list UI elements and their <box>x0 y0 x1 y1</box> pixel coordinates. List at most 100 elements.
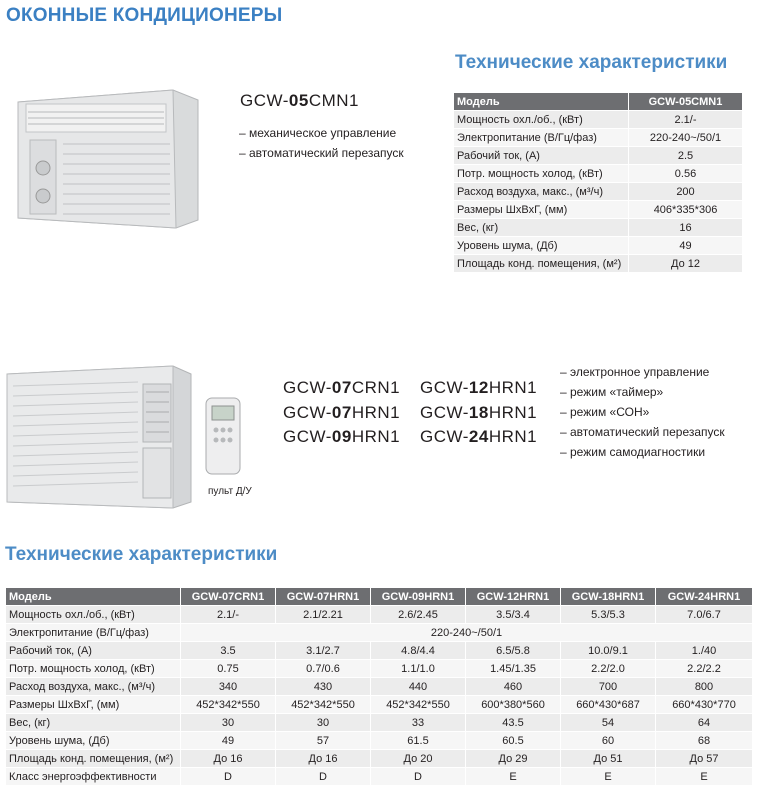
spec-table: Модель GCW-07CRN1 GCW-07HRN1 GCW-09HRN1 GCW-… <box>5 587 753 786</box>
table-row: Вес, (кг) 30 30 33 43.5 54 64 <box>5 713 753 732</box>
table-cell: 57 <box>275 731 371 750</box>
table-cell: 452*342*550 <box>370 695 466 714</box>
model-name: GCW-18HRN1 <box>420 403 537 423</box>
table-cell: 61.5 <box>370 731 466 750</box>
model-number: 18 <box>468 402 489 422</box>
table-cell: 2.1/2.21 <box>275 605 371 624</box>
model-name: GCW-24HRN1 <box>420 427 537 447</box>
row-label: Площадь конд. помещения, (м²) <box>453 254 629 273</box>
table-row: Уровень шума, (Дб) 49 57 61.5 60.5 60 68 <box>5 731 753 750</box>
row-label: Рабочий ток, (А) <box>5 641 181 660</box>
feature-list: – электронное управление – режим «таймер»… <box>560 362 725 462</box>
model-prefix: GCW- <box>240 91 289 110</box>
row-label: Рабочий ток, (А) <box>453 146 629 165</box>
feature-item: – режим «таймер» <box>560 385 664 399</box>
header-cell: GCW-05CMN1 <box>628 92 743 111</box>
table-cell: До 29 <box>465 749 561 768</box>
table-cell: 0.56 <box>628 164 743 183</box>
row-label: Вес, (кг) <box>453 218 629 237</box>
table-cell: D <box>180 767 276 786</box>
table-cell: 3.5/3.4 <box>465 605 561 624</box>
row-label: Мощность охл./об., (кВт) <box>453 110 629 129</box>
table-cell: 3.1/2.7 <box>275 641 371 660</box>
row-label: Мощность охл./об., (кВт) <box>5 605 181 624</box>
table-cell: 30 <box>275 713 371 732</box>
table-cell: 43.5 <box>465 713 561 732</box>
row-label: Расход воздуха, макс., (м³/ч) <box>5 677 181 696</box>
row-label: Электропитание (В/Гц/фаз) <box>5 623 181 642</box>
spec-title: Технические характеристики <box>455 52 728 73</box>
table-cell: До 20 <box>370 749 466 768</box>
table-cell: 220-240~/50/1 <box>180 623 753 642</box>
table-cell: 600*380*560 <box>465 695 561 714</box>
feature-item: – автоматический перезапуск <box>560 425 725 439</box>
table-row: Расход воздуха, макс., (м³/ч) 340 430 440 46… <box>5 677 753 696</box>
table-row: Размеры ШхВхГ, (мм) 406*335*306 <box>453 200 743 219</box>
table-cell: 660*430*770 <box>655 695 753 714</box>
table-cell: 6.5/5.8 <box>465 641 561 660</box>
remote-image <box>205 397 241 475</box>
header-cell: GCW-07CRN1 <box>180 587 276 606</box>
product-image <box>17 89 199 229</box>
table-cell: 460 <box>465 677 561 696</box>
table-row: Размеры ШхВхГ, (мм) 452*342*550 452*342*55… <box>5 695 753 714</box>
table-cell: 49 <box>180 731 276 750</box>
model-number: 07 <box>331 402 352 422</box>
spec-table-container: Модель GCW-05CMN1 Мощность охл./об., (кВт)… <box>453 92 743 273</box>
model-prefix: GCW- <box>283 378 332 397</box>
row-label: Вес, (кг) <box>5 713 181 732</box>
header-cell: GCW-12HRN1 <box>465 587 561 606</box>
table-cell: D <box>370 767 466 786</box>
table-cell: 1.45/1.35 <box>465 659 561 678</box>
table-row: Рабочий ток, (А) 2.5 <box>453 146 743 165</box>
table-cell: До 16 <box>180 749 276 768</box>
table-row: Электропитание (В/Гц/фаз) 220-240~/50/1 <box>453 128 743 147</box>
table-cell: 800 <box>655 677 753 696</box>
table-cell: 3.5 <box>180 641 276 660</box>
table-cell: До 57 <box>655 749 753 768</box>
table-cell: 54 <box>560 713 656 732</box>
table-cell: 64 <box>655 713 753 732</box>
table-row: Потр. мощность холод, (кВт) 0.56 <box>453 164 743 183</box>
row-label: Потр. мощность холод, (кВт) <box>453 164 629 183</box>
row-label: Потр. мощность холод, (кВт) <box>5 659 181 678</box>
feature-item: – механическое управление <box>239 126 397 140</box>
table-cell: 452*342*550 <box>275 695 371 714</box>
table-cell: 60.5 <box>465 731 561 750</box>
feature-list: – механическое управление – автоматически… <box>239 123 404 163</box>
table-row: Потр. мощность холод, (кВт) 0.75 0.7/0.6 1.… <box>5 659 753 678</box>
table-cell: 10.0/9.1 <box>560 641 656 660</box>
spec-table-container: Модель GCW-07CRN1 GCW-07HRN1 GCW-09HRN1 GCW-… <box>5 587 753 786</box>
model-name: GCW-07CRN1 <box>283 378 400 398</box>
table-cell: 440 <box>370 677 466 696</box>
feature-item: – режим самодиагностики <box>560 445 706 459</box>
model-name: GCW-07HRN1 <box>283 403 400 423</box>
model-prefix: GCW- <box>420 402 469 422</box>
table-row: Вес, (кг) 16 <box>453 218 743 237</box>
table-row: Мощность охл./об., (кВт) 2.1/- 2.1/2.21 2.6… <box>5 605 753 624</box>
model-suffix: HRN1 <box>351 427 401 446</box>
table-cell: 2.6/2.45 <box>370 605 466 624</box>
table-cell: 660*430*687 <box>560 695 656 714</box>
table-cell: 2.1/- <box>628 110 743 129</box>
header-row: Модель GCW-07CRN1 GCW-07HRN1 GCW-09HRN1 GCW-… <box>5 587 753 606</box>
model-number: 24 <box>468 427 489 446</box>
table-cell: 700 <box>560 677 656 696</box>
table-cell: 2.5 <box>628 146 743 165</box>
table-cell: E <box>465 767 561 786</box>
remote-label: пульт Д/У <box>208 486 252 497</box>
model-suffix: HRN1 <box>488 402 538 422</box>
header-cell: Модель <box>453 92 629 111</box>
table-cell: 49 <box>628 236 743 255</box>
table-row: Класс энергоэффективности D D D E E E <box>5 767 753 786</box>
row-label: Уровень шума, (Дб) <box>5 731 181 750</box>
table-cell: 430 <box>275 677 371 696</box>
feature-item: – режим «СОН» <box>560 405 650 419</box>
row-label: Электропитание (В/Гц/фаз) <box>453 128 629 147</box>
table-cell: 340 <box>180 677 276 696</box>
row-label: Класс энергоэффективности <box>5 767 181 786</box>
table-cell: 30 <box>180 713 276 732</box>
row-label: Расход воздуха, макс., (м³/ч) <box>453 182 629 201</box>
model-suffix: CMN1 <box>308 91 359 110</box>
